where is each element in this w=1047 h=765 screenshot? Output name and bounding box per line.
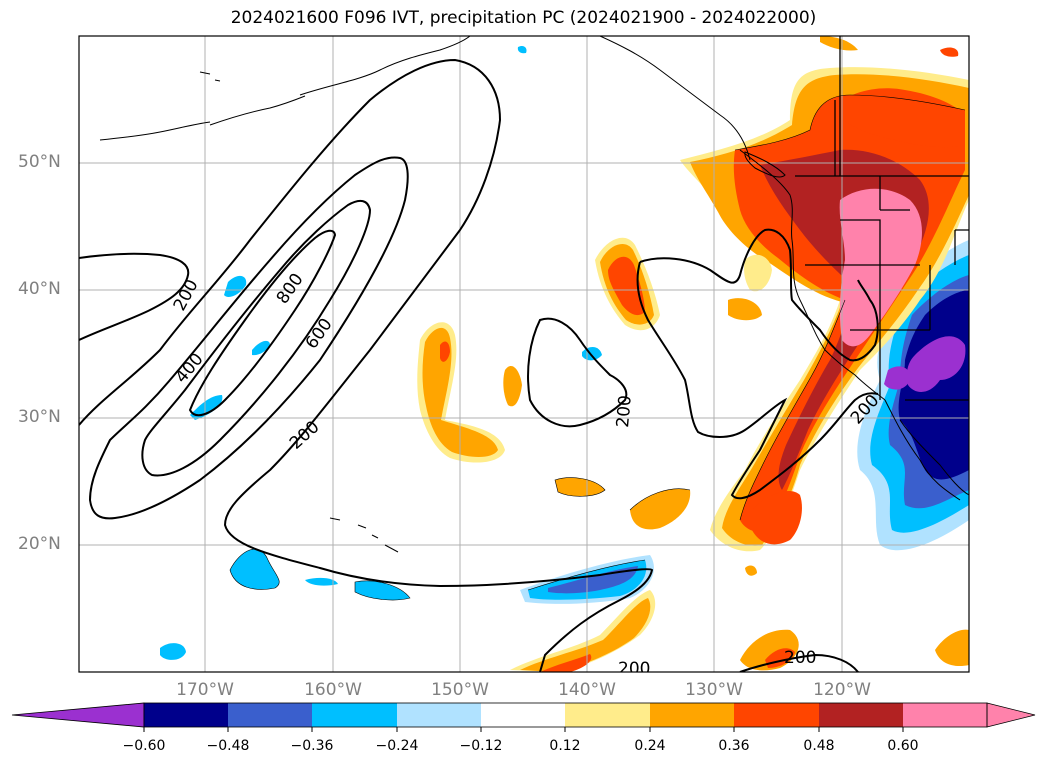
colorbar-bin: [144, 703, 228, 727]
baja-coast: [884, 399, 961, 501]
bc-coast: [739, 149, 793, 241]
cyan-area-aleutian: [224, 275, 247, 297]
colorbar-tick-label: −0.48: [206, 738, 250, 754]
map-frame: [78, 35, 970, 673]
purple-area-southeast: [906, 336, 966, 392]
us-west-coast: [791, 239, 886, 401]
lon-label-170w: 170°W: [176, 680, 234, 700]
lat-label-20n: 20°N: [18, 534, 61, 554]
colorbar-tick-label: 0.36: [718, 738, 750, 754]
purple-area-southeast-2: [884, 366, 911, 390]
lat-label-30n: 30°N: [18, 407, 61, 427]
colorbar-bin: [819, 703, 903, 727]
ivt-contours: [79, 58, 879, 672]
ivt-label: 200: [784, 648, 816, 668]
red-area-mid-ocean: [608, 256, 645, 316]
vancouver-island: [744, 151, 786, 178]
lon-label-120w: 120°W: [813, 680, 871, 700]
borders: [795, 36, 969, 401]
colorbar-bin: [650, 703, 734, 727]
red-area-south: [540, 654, 592, 672]
graticule: [79, 36, 969, 672]
cyan-area-hawaii-mid: [355, 580, 410, 600]
ivt-400: [88, 156, 409, 520]
lon-label-150w: 150°W: [431, 680, 489, 700]
ivt-200-west: [79, 252, 190, 341]
small-island-w1: [199, 71, 221, 82]
colorbar-bin: [481, 703, 565, 727]
colorbar-bin: [312, 703, 397, 727]
lat-label-40n: 40°N: [18, 279, 61, 299]
colorbar-max-extension: [986, 702, 1036, 728]
red-area-central-west: [440, 341, 450, 362]
colorbar-tick-label: −0.24: [375, 738, 419, 754]
cyan-area-west-mid2: [252, 340, 270, 356]
gulf-of-california-coast: [899, 419, 969, 496]
colorbar-tick-label: −0.36: [290, 738, 334, 754]
lon-label-130w: 130°W: [685, 680, 743, 700]
aleutian-islands: [99, 121, 211, 141]
colorbar-tick-label: 0.24: [634, 738, 666, 754]
precip-outlines: [229, 94, 966, 601]
ivt-label: 200: [613, 394, 636, 428]
orange-area-central-south: [555, 477, 605, 497]
orange-area-far-southeast: [935, 629, 969, 667]
colorbar-bin: [228, 703, 312, 727]
ivt-200-coast: [636, 228, 879, 500]
cyan-area-far-west: [160, 643, 186, 660]
colorbar-bin: [565, 703, 650, 727]
ivt-800: [188, 229, 337, 417]
hawaii-islands: [329, 517, 399, 553]
orange-area-nevada: [728, 298, 762, 321]
ivt-200-central: [527, 317, 628, 428]
orange-area-north-corner: [820, 36, 858, 51]
lon-label-140w: 140°W: [558, 680, 616, 700]
colorbar-bin: [397, 703, 481, 727]
ivt-600: [141, 199, 372, 477]
red-area-north-corner: [940, 47, 959, 57]
ivt-200-south: [739, 653, 859, 672]
colorbar-tick-label: 0.12: [549, 738, 581, 754]
red-area-inland: [752, 490, 802, 545]
cyan-area-west-mid: [190, 395, 223, 420]
cyan-area-hawaii-west2: [305, 577, 338, 586]
lon-label-160w: 160°W: [304, 680, 362, 700]
colorbar: [11, 702, 1036, 732]
colorbar-min-extension: [11, 702, 145, 728]
colorbar-tick-label: −0.60: [122, 738, 166, 754]
colorbar-bin: [734, 703, 819, 727]
alaska-panhandle-coast: [599, 36, 751, 161]
alaska-coast: [299, 36, 471, 96]
lat-label-50n: 50°N: [18, 152, 61, 172]
cyan-area-north: [517, 45, 527, 54]
orange-area-central-small: [503, 365, 522, 407]
orange-area-small-south: [745, 565, 757, 576]
alaska-peninsula-coast: [209, 95, 306, 126]
orange-area-central-south2: [630, 488, 691, 530]
colorbar-tick-label: 0.48: [803, 738, 835, 754]
coastlines: [99, 36, 969, 553]
pink-area-coast: [839, 188, 922, 347]
colorbar-bin: [903, 703, 987, 727]
colorbar-tick-label: −0.12: [459, 738, 503, 754]
yellow-area-nevada: [744, 254, 772, 292]
colorbar-tick-label: 0.60: [887, 738, 919, 754]
cyan-area-hawaii-west: [230, 549, 280, 590]
map-title: 2024021600 F096 IVT, precipitation PC (2…: [230, 8, 817, 28]
ivt-200-outer: [79, 58, 654, 672]
ivt-label: 200: [618, 659, 650, 679]
